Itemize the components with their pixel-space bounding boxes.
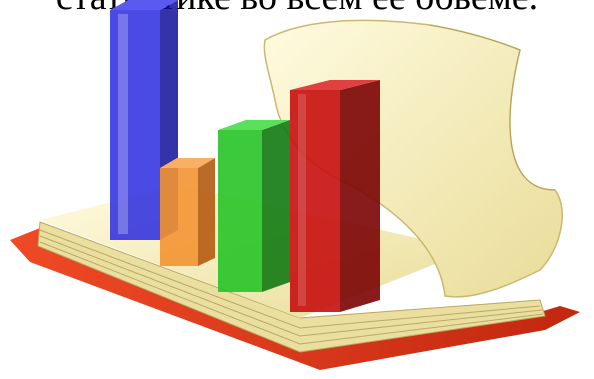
- book-cover: [10, 228, 580, 370]
- bar-green: [218, 120, 290, 292]
- bar-orange: [160, 158, 215, 266]
- bar-red: [290, 80, 380, 312]
